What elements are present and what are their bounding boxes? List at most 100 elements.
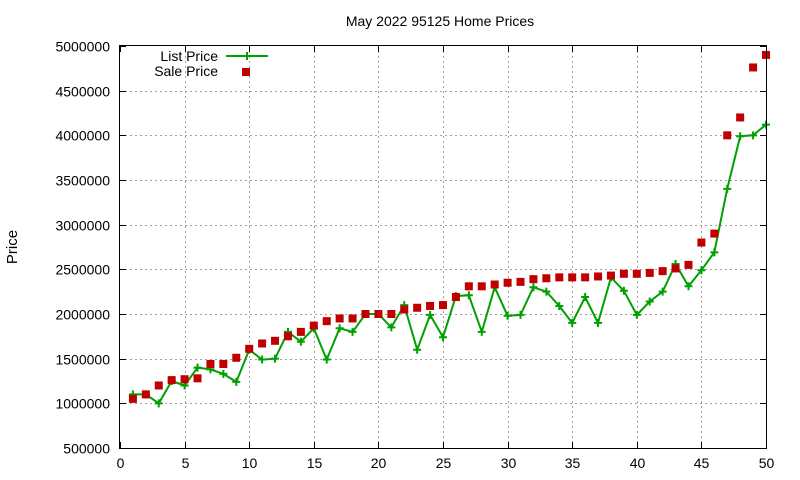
sale-price-point [529, 275, 538, 284]
list-price-point [529, 283, 538, 292]
y-tick-label: 5000000 [55, 39, 110, 55]
x-tick-label: 15 [307, 455, 323, 471]
list-price-point [658, 287, 667, 296]
sale-price-point [387, 310, 396, 318]
sale-price-point [413, 303, 422, 312]
sale-price-point [606, 271, 615, 280]
sale-price-point [167, 376, 176, 385]
list-price-point [503, 311, 512, 320]
list-price-point [723, 184, 732, 193]
list-price-point [555, 301, 564, 310]
sale-price-point [736, 113, 745, 122]
sale-price-point [619, 269, 628, 278]
legend-label-list-price: List Price [160, 48, 218, 64]
plot-frame [119, 45, 767, 449]
list-price-point [619, 286, 628, 295]
sale-price-point [503, 278, 512, 287]
list-price-point [542, 287, 551, 296]
sale-price-point [245, 344, 254, 353]
sale-price-point [697, 238, 706, 247]
x-tick-label: 45 [694, 455, 710, 471]
sale-price-point [232, 353, 241, 362]
list-price-point [413, 345, 422, 354]
sale-price-point [645, 268, 654, 277]
sale-price-point [400, 305, 409, 314]
sale-price-point [594, 272, 603, 281]
sale-price-point [206, 360, 215, 369]
list-price-point [296, 337, 305, 346]
y-tick-label: 2500000 [55, 262, 110, 278]
sale-price-point [426, 301, 435, 310]
list-price-point [684, 282, 693, 291]
legend-label-sale-price: Sale Price [154, 63, 218, 79]
sale-price-point [439, 301, 447, 310]
sale-price-point [141, 390, 150, 399]
list-price-point [516, 310, 525, 319]
x-tick-label: 50 [759, 455, 775, 471]
x-tick-label: 10 [242, 455, 258, 471]
x-tick-label: 35 [565, 455, 581, 471]
list-price-point [219, 369, 228, 378]
sale-price-point [658, 267, 667, 276]
x-tick-label: 20 [371, 455, 387, 471]
list-price-point [477, 327, 486, 336]
sale-price-point [128, 394, 137, 403]
legend-marker-list-price [243, 52, 251, 60]
y-tick-label: 4000000 [55, 128, 110, 144]
list-price-point [348, 327, 357, 336]
sale-price-point [283, 332, 292, 341]
sale-price-point [490, 280, 499, 289]
list-price-point [581, 293, 590, 302]
sale-price-point [335, 314, 344, 323]
sale-price-point [374, 310, 383, 318]
sale-price-point [348, 314, 357, 323]
sale-price-point [723, 131, 732, 140]
list-price-point [697, 266, 706, 275]
list-price-point [645, 297, 654, 306]
list-price-point [439, 333, 447, 342]
sale-price-point [542, 274, 551, 283]
sale-price-point [671, 264, 680, 273]
x-axis-ticks: 0 5 10 15 20 25 30 35 40 45 50 [117, 46, 775, 471]
list-price-line [132, 123, 767, 405]
grid-lines [120, 46, 766, 448]
list-price-point [736, 132, 745, 141]
sale-price-point [632, 269, 641, 278]
sale-price-point [361, 310, 370, 318]
list-price-point [426, 310, 435, 319]
y-tick-label: 3500000 [55, 173, 110, 189]
x-tick-label: 0 [117, 455, 125, 471]
list-price-point [568, 318, 577, 327]
sale-price-point [322, 317, 331, 326]
chart-title: May 2022 95125 Home Prices [346, 13, 534, 29]
y-tick-label: 1000000 [55, 396, 110, 412]
x-tick-label: 25 [436, 455, 452, 471]
sale-price-point [271, 336, 280, 345]
list-price-point [464, 291, 473, 300]
list-price-point [271, 354, 280, 363]
list-price-point [193, 363, 202, 372]
sale-price-point [464, 282, 473, 291]
list-price-point [232, 377, 241, 386]
sale-price-point [477, 282, 486, 291]
sale-price-point [568, 273, 577, 282]
y-tick-label: 500000 [63, 441, 110, 457]
sale-price-point [193, 374, 202, 383]
sale-price-point [180, 375, 189, 384]
y-axis-ticks: 500000 1000000 1500000 2000000 2500000 300000… [55, 39, 766, 457]
y-tick-label: 1500000 [55, 352, 110, 368]
sale-price-point [296, 327, 305, 336]
sale-price-point [309, 321, 318, 330]
list-price-point [335, 324, 344, 333]
y-tick-label: 2000000 [55, 307, 110, 323]
sale-price-point [684, 260, 693, 269]
list-price-point [258, 355, 267, 364]
list-price-point [632, 310, 641, 319]
x-tick-label: 30 [501, 455, 517, 471]
sale-price-point [516, 277, 525, 286]
sale-price-point [749, 63, 758, 72]
x-tick-label: 5 [182, 455, 190, 471]
data-series [128, 50, 770, 408]
